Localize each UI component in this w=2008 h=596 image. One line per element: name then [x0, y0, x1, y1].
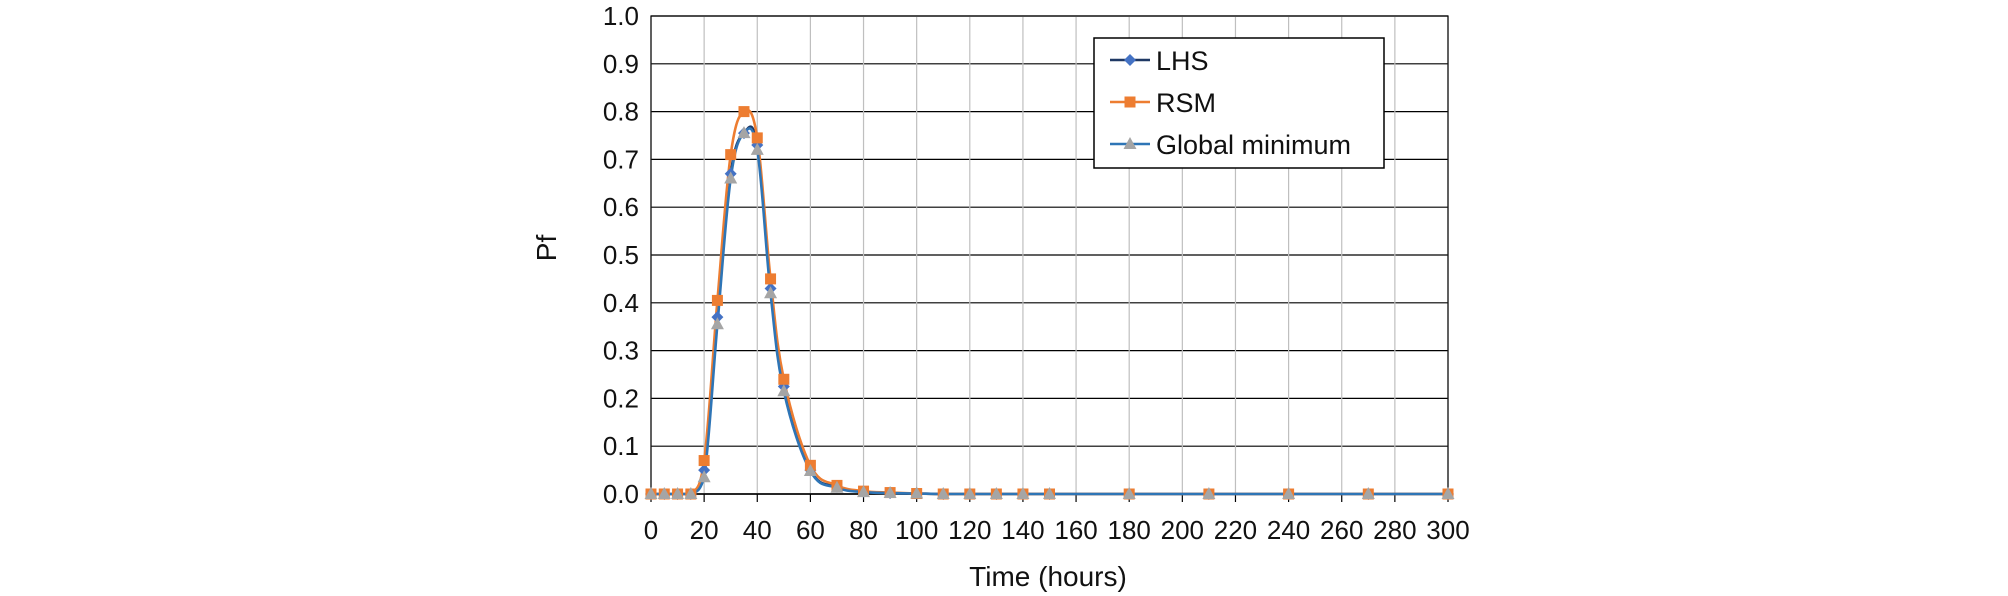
data-point: [1441, 487, 1455, 499]
data-point: [644, 487, 658, 499]
data-point: [989, 487, 1003, 499]
data-point: [1122, 487, 1136, 499]
data-point: [671, 487, 685, 499]
data-point: [1016, 487, 1030, 499]
x-tick-label: 260: [1320, 515, 1363, 545]
y-tick-label: 0.4: [603, 288, 639, 318]
data-point: [657, 487, 671, 499]
legend-entries: LHS RSM Global minimum: [1110, 46, 1351, 160]
y-tick-label: 0.3: [603, 336, 639, 366]
legend-marker: [1124, 54, 1136, 66]
x-tick-label: 300: [1426, 515, 1469, 545]
x-tick-label: 240: [1267, 515, 1310, 545]
legend-entry: RSM: [1110, 88, 1216, 118]
x-tick-label: 220: [1214, 515, 1257, 545]
data-point: [698, 464, 711, 477]
data-point: [764, 286, 778, 299]
series-line-global-minimum: [651, 127, 1448, 496]
legend-label: RSM: [1156, 88, 1216, 118]
series-markers: [644, 106, 1455, 500]
y-tick-label: 0.8: [603, 97, 639, 127]
data-point: [684, 487, 698, 499]
data-point: [830, 480, 844, 493]
data-point: [1043, 487, 1056, 499]
data-point: [724, 171, 738, 184]
y-tick-labels: 0.0 0.1 0.2 0.3 0.4 0.5 0.6 0.7 0.8 0.9 1.0: [603, 1, 639, 509]
y-tick-label: 0.7: [603, 144, 639, 174]
data-point: [711, 311, 724, 324]
y-axis-title: Pf: [531, 235, 562, 262]
data-point: [1282, 487, 1296, 499]
y-tick-label: 0.9: [603, 49, 639, 79]
data-point: [738, 106, 750, 118]
y-tick-label: 0.1: [603, 431, 639, 461]
legend-marker: [1124, 96, 1136, 108]
data-point: [778, 373, 790, 385]
series-markers-lhs: [645, 127, 1454, 500]
x-tick-label: 160: [1054, 515, 1097, 545]
data-point: [777, 384, 791, 397]
data-point: [750, 142, 764, 155]
legend-marker: [1123, 137, 1137, 149]
data-point: [1361, 487, 1375, 499]
data-point: [710, 317, 724, 330]
data-point: [857, 485, 871, 498]
series-line-lhs: [651, 125, 1448, 496]
data-point: [737, 126, 751, 139]
data-point: [698, 455, 710, 467]
legend-entry: LHS: [1110, 46, 1209, 76]
data-point: [697, 470, 711, 483]
x-tick-label: 100: [895, 515, 938, 545]
x-tick-label: 40: [743, 515, 772, 545]
data-point: [711, 294, 723, 306]
data-point: [751, 132, 763, 144]
y-tick-label: 0.6: [603, 192, 639, 222]
data-point: [725, 149, 737, 161]
data-point: [1202, 487, 1216, 499]
x-tick-label: 280: [1373, 515, 1416, 545]
data-point: [963, 487, 977, 499]
y-tick-label: 0.0: [603, 479, 639, 509]
x-tick-label: 180: [1108, 515, 1151, 545]
x-tick-label: 120: [948, 515, 991, 545]
x-tick-label: 80: [849, 515, 878, 545]
data-point: [765, 273, 777, 285]
data-point: [936, 487, 950, 499]
x-tick-label: 20: [690, 515, 719, 545]
legend-label: Global minimum: [1156, 130, 1351, 160]
series-markers-global-minimum: [644, 126, 1455, 499]
x-tick-label: 60: [796, 515, 825, 545]
x-axis-title: Time (hours): [969, 561, 1127, 592]
x-tick-label: 140: [1001, 515, 1044, 545]
legend-label: LHS: [1156, 46, 1209, 76]
y-tick-label: 1.0: [603, 1, 639, 31]
y-tick-label: 0.5: [603, 240, 639, 270]
legend-entry: Global minimum: [1110, 130, 1351, 160]
legend: LHS RSM Global minimum: [1093, 37, 1385, 169]
x-tick-labels: 0 20 40 60 80 100 120 140 160 180 200 220 240 260 280 3…: [644, 515, 1470, 545]
x-tick-label: 0: [644, 515, 658, 545]
data-point: [910, 486, 924, 499]
data-point: [883, 486, 897, 499]
data-point: [803, 464, 817, 477]
y-tick-label: 0.2: [603, 383, 639, 413]
x-tick-label: 200: [1161, 515, 1204, 545]
